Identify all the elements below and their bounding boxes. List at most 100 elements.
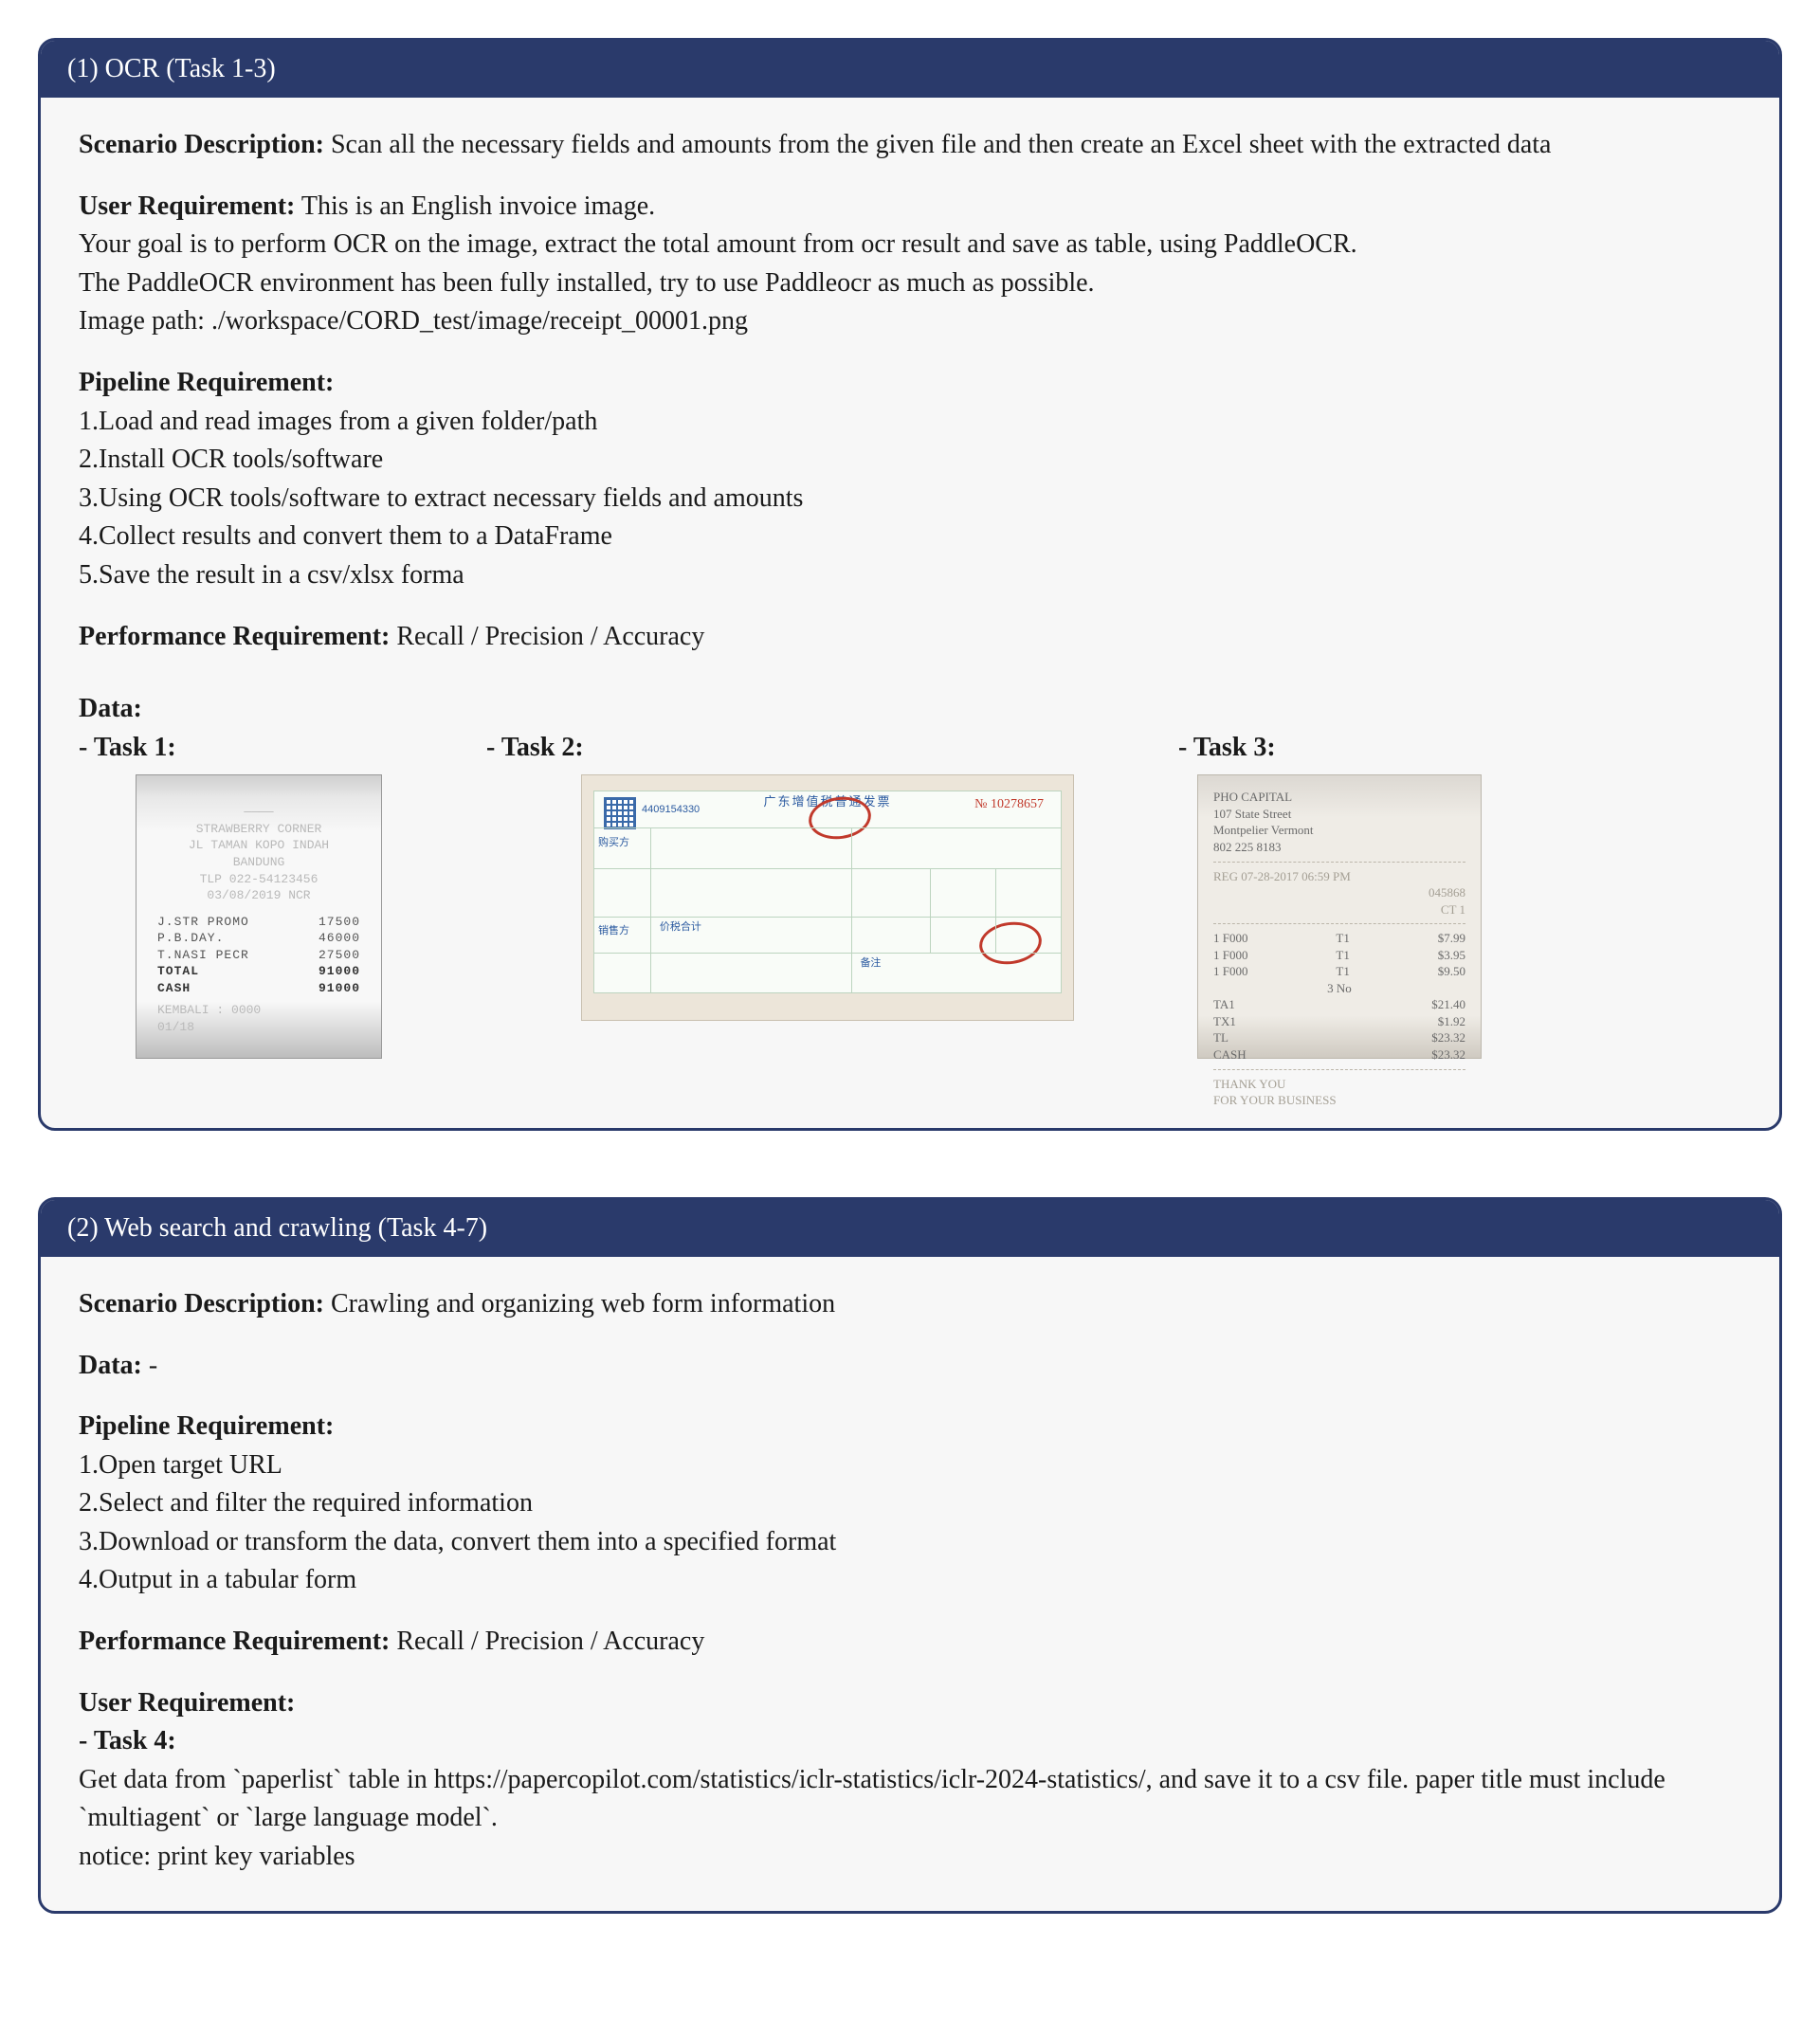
task3-s0m: 3 No	[1327, 980, 1352, 997]
task3-item0: 1 F000 T1 $7.99	[1213, 930, 1465, 947]
task3-i0q: 1	[1213, 931, 1220, 945]
task1-line0-r: 17500	[318, 914, 360, 931]
task3-sub: 045868	[1213, 884, 1465, 901]
task3-h3: 802 225 8183	[1213, 839, 1465, 856]
ocr-pipeline-3: 3.Using OCR tools/software to extract ne…	[79, 480, 1741, 518]
ocr-data: Data: - Task 1: ———— STRAWBERRY CORNER J…	[79, 690, 1741, 1071]
task1-cash-r: 91000	[318, 980, 360, 997]
ocr-user-req-line2: The PaddleOCR environment has been fully…	[79, 264, 1741, 303]
web-pipeline-1: 1.Open target URL	[79, 1446, 1741, 1485]
task1-line1-l: P.B.DAY.	[157, 930, 224, 947]
task3-reg: REG 07-28-2017 06:59 PM	[1213, 868, 1465, 885]
ocr-data-label: Data:	[79, 690, 1741, 729]
task3-item2: 1 F000T1$9.50	[1213, 963, 1465, 980]
task1-line0: J.STR PROMO 17500	[157, 914, 360, 931]
web-scenario-label: Scenario Description:	[79, 1289, 324, 1318]
ocr-scenario: Scenario Description: Scan all the neces…	[79, 126, 1741, 165]
task2-cn3: 备注	[860, 956, 881, 972]
web-scenario-text: Crawling and organizing web form informa…	[324, 1289, 835, 1318]
task3-s0: 3 No	[1213, 980, 1465, 997]
task1-col: - Task 1: ———— STRAWBERRY CORNER JL TAMA…	[79, 729, 382, 1071]
task3-i0n: F000	[1223, 931, 1248, 945]
task3-s4: CASH $23.32	[1213, 1046, 1465, 1064]
task3-col: - Task 3: PHO CAPITAL 107 State Street M…	[1178, 729, 1482, 1060]
task3-s1r: $21.40	[1431, 996, 1465, 1013]
ocr-perf: Performance Requirement: Recall / Precis…	[79, 618, 1741, 657]
ocr-pipeline-5: 5.Save the result in a csv/xlsx forma	[79, 556, 1741, 595]
task2-topcode: 4409154330	[642, 803, 700, 818]
qr-icon	[604, 797, 636, 829]
task3-i1c: T1	[1336, 947, 1349, 964]
task1-label: - Task 1:	[79, 729, 382, 768]
task3-label: - Task 3:	[1178, 729, 1482, 768]
task3-i1q: 1	[1213, 948, 1220, 962]
task3-i1n: F000	[1223, 948, 1248, 962]
card-web: (2) Web search and crawling (Task 4-7) S…	[38, 1197, 1782, 1914]
web-data-label: Data:	[79, 1351, 142, 1380]
task2-col: - Task 2: 4409154330 广东增值税普通发票 № 1027865…	[486, 729, 1074, 1022]
task3-s1l: TA1	[1213, 996, 1235, 1013]
task1-cash: CASH91000	[157, 980, 360, 997]
ocr-user-req-line3: Image path: ./workspace/CORD_test/image/…	[79, 302, 1741, 341]
ocr-data-row: - Task 1: ———— STRAWBERRY CORNER JL TAMA…	[79, 729, 1741, 1071]
ocr-user-req-line1: Your goal is to perform OCR on the image…	[79, 226, 1741, 264]
task3-i1p: $3.95	[1438, 947, 1465, 964]
task1-line2: T.NASI PECR27500	[157, 947, 360, 964]
ocr-pipeline-4: 4.Collect results and convert them to a …	[79, 518, 1741, 556]
task3-s2l: TX1	[1213, 1013, 1236, 1030]
task1-hdr5: 03/08/2019 NCR	[157, 887, 360, 904]
web-scenario: Scenario Description: Crawling and organ…	[79, 1285, 1741, 1324]
task1-hdr1: STRAWBERRY CORNER	[157, 821, 360, 838]
task3-s2: TX1$1.92	[1213, 1013, 1465, 1030]
task3-sub0: 045868	[1429, 884, 1465, 901]
task3-s4r: $23.32	[1431, 1046, 1465, 1064]
web-pipeline-4: 4.Output in a tabular form	[79, 1561, 1741, 1600]
task3-i2c: T1	[1336, 963, 1349, 980]
web-pipeline-2: 2.Select and filter the required informa…	[79, 1484, 1741, 1523]
card-ocr-body: Scenario Description: Scan all the neces…	[41, 98, 1779, 1128]
web-user-req: User Requirement: - Task 4: Get data fro…	[79, 1684, 1741, 1877]
ocr-user-req-line0: This is an English invoice image.	[295, 191, 655, 221]
task3-i0c: T1	[1336, 930, 1349, 947]
task3-i2q: 1	[1213, 964, 1220, 978]
task1-line1-r: 46000	[318, 930, 360, 947]
ocr-scenario-label: Scenario Description:	[79, 130, 324, 159]
task3-h0: PHO CAPITAL	[1213, 789, 1465, 806]
web-data: Data: -	[79, 1347, 1741, 1386]
task2-paper: 4409154330 广东增值税普通发票 № 10278657	[593, 791, 1062, 993]
web-perf: Performance Requirement: Recall / Precis…	[79, 1623, 1741, 1662]
web-perf-text: Recall / Precision / Accuracy	[390, 1627, 704, 1656]
web-user-req-label: User Requirement:	[79, 1684, 1741, 1723]
ocr-user-req-label: User Requirement:	[79, 191, 295, 221]
task3-item1: 1 F000 T1 $3.95	[1213, 947, 1465, 964]
task2-cn2: 价税合计	[660, 920, 701, 936]
web-task4-line0: Get data from `paperlist` table in https…	[79, 1761, 1741, 1838]
card-web-body: Scenario Description: Crawling and organ…	[41, 1257, 1779, 1911]
task1-hdr4: TLP 022-54123456	[157, 871, 360, 888]
task3-s3r: $23.32	[1431, 1029, 1465, 1046]
task3-h1: 107 State Street	[1213, 806, 1465, 823]
task1-line0-l: J.STR PROMO	[157, 914, 249, 931]
ocr-scenario-text: Scan all the necessary fields and amount…	[324, 130, 1551, 159]
ocr-pipeline-label: Pipeline Requirement:	[79, 364, 1741, 403]
card-web-header: (2) Web search and crawling (Task 4-7)	[41, 1200, 1779, 1257]
web-task4-label: - Task 4:	[79, 1722, 1741, 1761]
task2-redno: № 10278657	[974, 795, 1044, 814]
web-pipeline: Pipeline Requirement: 1.Open target URL …	[79, 1408, 1741, 1600]
task1-receipt-image: ———— STRAWBERRY CORNER JL TAMAN KOPO IND…	[136, 774, 382, 1059]
task3-f0: THANK YOU	[1213, 1076, 1465, 1093]
task1-total-r: 91000	[318, 963, 360, 980]
card-ocr-header: (1) OCR (Task 1-3)	[41, 41, 1779, 98]
task1-ftr1: 01/18	[157, 1019, 360, 1036]
task3-s4l: CASH	[1213, 1046, 1247, 1064]
task1-hdr0: ————	[157, 804, 360, 821]
ocr-perf-label: Performance Requirement:	[79, 622, 390, 651]
task3-i2p: $9.50	[1438, 963, 1465, 980]
task3-i0p: $7.99	[1438, 930, 1465, 947]
card-ocr: (1) OCR (Task 1-3) Scenario Description:…	[38, 38, 1782, 1131]
ocr-pipeline-1: 1.Load and read images from a given fold…	[79, 403, 1741, 442]
task1-line1: P.B.DAY. 46000	[157, 930, 360, 947]
web-pipeline-3: 3.Download or transform the data, conver…	[79, 1523, 1741, 1562]
ocr-pipeline-2: 2.Install OCR tools/software	[79, 441, 1741, 480]
task1-total-l: TOTAL	[157, 963, 199, 980]
